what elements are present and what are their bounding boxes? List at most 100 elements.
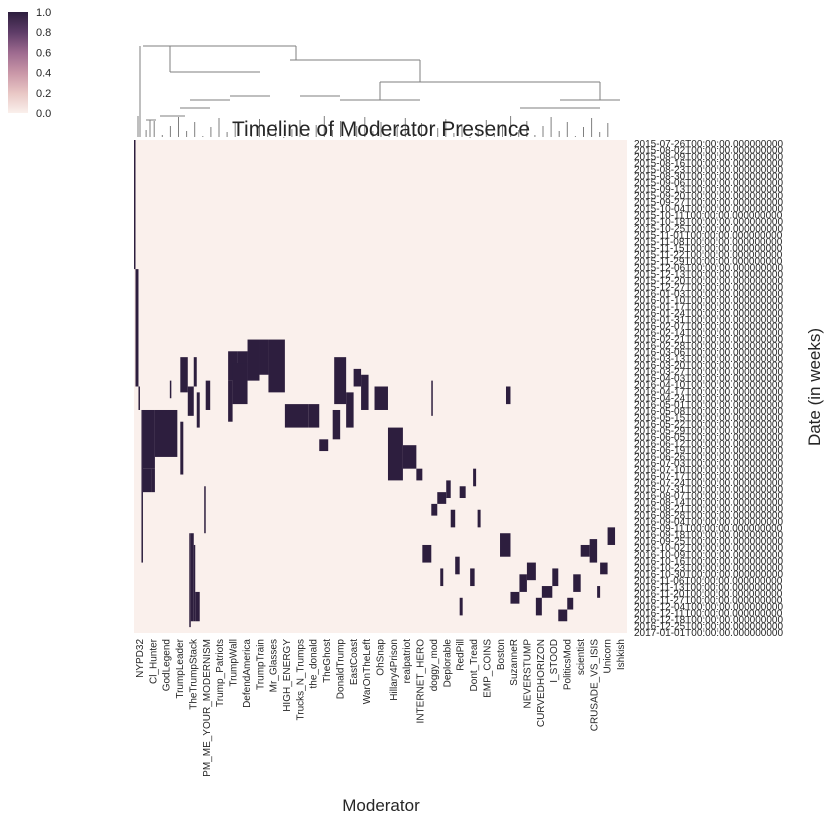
- heatmap-cell: [416, 468, 423, 481]
- heatmap-cell: [180, 421, 184, 475]
- y-tick-label: 2016-07-03T00:00:00.000000000: [634, 459, 783, 470]
- y-tick-label: 2016-09-11T00:00:00.000000000: [634, 524, 783, 535]
- colorbar-tick-label: 1.0: [36, 7, 51, 19]
- y-tick-label: 2016-01-10T00:00:00.000000000: [634, 296, 783, 307]
- heatmap-cell: [437, 492, 447, 504]
- x-tick-label: CURVEDHORIZON: [536, 639, 547, 727]
- x-tick-label: TheGhost: [322, 639, 333, 683]
- y-tick-label: 2016-07-10T00:00:00.000000000: [634, 465, 783, 476]
- y-tick-label: 2016-05-29T00:00:00.000000000: [634, 426, 783, 437]
- y-tick-label: 2015-08-30T00:00:00.000000000: [634, 172, 783, 183]
- y-tick-label: 2016-09-04T00:00:00.000000000: [634, 517, 783, 528]
- heatmap-cell: [526, 562, 536, 581]
- heatmap-cell: [259, 339, 269, 375]
- y-tick-label: 2015-08-23T00:00:00.000000000: [634, 165, 783, 176]
- x-tick-label: TheTrumpStack: [188, 638, 199, 710]
- colorbar-tick-label: 0.2: [36, 88, 51, 100]
- x-tick-label: Hillary4Prison: [389, 639, 400, 701]
- heatmap-cell: [204, 486, 206, 534]
- x-tick-label: PoliticsMod: [563, 639, 574, 690]
- y-tick-label: 2016-01-31T00:00:00.000000000: [634, 315, 783, 326]
- x-tick-labels: NYPD32 Cl_Hunter GodLegend TrumpLeader TheTr…: [135, 638, 627, 777]
- x-tick-label: Deplorable: [442, 639, 453, 688]
- x-tick-label: OhSnap: [376, 639, 387, 676]
- y-tick-label: 2017-01-01T00:00:00.000000000: [634, 628, 783, 639]
- y-tick-label: 2016-06-12T00:00:00.000000000: [634, 439, 783, 450]
- colorbar-ticks: 0.0 0.2 0.4 0.6 0.8 1.0: [36, 7, 51, 120]
- x-tick-label: Dont_Tread: [469, 639, 480, 691]
- heatmap-cells: [134, 140, 616, 628]
- y-tick-label: 2016-01-17T00:00:00.000000000: [634, 302, 783, 313]
- x-tick-label: Mr_Glasses: [269, 639, 280, 692]
- heatmap-cell: [187, 386, 194, 416]
- heatmap-cell: [597, 586, 601, 598]
- x-tick-label: NYPD32: [135, 639, 146, 678]
- heatmap-cell: [138, 386, 140, 410]
- heatmap-cell: [193, 544, 196, 622]
- heatmap-cell: [541, 586, 553, 598]
- y-tick-label: 2016-11-13T00:00:00.000000000: [634, 582, 783, 593]
- heatmap-cell: [558, 609, 568, 622]
- heatmap-cell: [519, 574, 527, 592]
- y-tick-label: 2016-12-18T00:00:00.000000000: [634, 615, 783, 626]
- y-tick-label: 2016-08-28T00:00:00.000000000: [634, 511, 783, 522]
- heatmap-cell: [374, 386, 388, 410]
- x-tick-label: EastCoast: [349, 639, 360, 685]
- x-tick-label: EMP_COINS: [482, 639, 493, 698]
- y-tick-label: 2015-11-22T00:00:00.000000000: [634, 250, 783, 261]
- x-tick-label: SuzanneR: [509, 639, 520, 686]
- heatmap-cell: [440, 568, 444, 587]
- heatmap-cell: [431, 380, 433, 416]
- heatmap-cell: [387, 427, 403, 481]
- x-tick-label: Cl_Hunter: [148, 638, 159, 684]
- y-tick-label: 2016-08-21T00:00:00.000000000: [634, 504, 783, 515]
- y-tick-label: 2016-11-27T00:00:00.000000000: [634, 595, 783, 606]
- heatmap-cell: [477, 509, 481, 528]
- x-tick-label: GodLegend: [162, 639, 173, 691]
- x-tick-label: Ishkish: [616, 639, 627, 670]
- heatmap-cell: [142, 468, 152, 493]
- heatmap-cell: [332, 409, 341, 440]
- heatmap-cell: [431, 503, 438, 516]
- y-tick-label: 2016-08-14T00:00:00.000000000: [634, 498, 783, 509]
- heatmap-cell: [450, 509, 456, 528]
- heatmap: [134, 140, 627, 633]
- heatmap-cell: [154, 409, 178, 457]
- y-tick-label: 2016-02-07T00:00:00.000000000: [634, 322, 783, 333]
- heatmap-cell: [346, 392, 354, 428]
- x-tick-label: Trucks_N_Trumps: [295, 639, 306, 721]
- heatmap-cell: [334, 357, 347, 405]
- heatmap-cell: [169, 380, 172, 399]
- heatmap-cell: [151, 468, 155, 493]
- x-tick-label: HIGH_ENERGY: [282, 639, 293, 712]
- y-tick-label: 2016-07-17T00:00:00.000000000: [634, 472, 783, 483]
- y-tick-label: 2016-10-30T00:00:00.000000000: [634, 569, 783, 580]
- heatmap-cell: [228, 380, 233, 422]
- x-tick-label: DonaldTrump: [335, 639, 346, 700]
- y-tick-label: 2016-02-28T00:00:00.000000000: [634, 341, 783, 352]
- x-tick-label: Boston: [496, 639, 507, 670]
- y-tick-label: 2016-03-06T00:00:00.000000000: [634, 348, 783, 359]
- heatmap-cell: [180, 357, 188, 393]
- y-tick-label: 2016-06-19T00:00:00.000000000: [634, 445, 783, 456]
- y-tick-label: 2016-05-01T00:00:00.000000000: [634, 400, 783, 411]
- x-tick-label: realpatriot: [402, 639, 413, 684]
- y-tick-label: 2016-01-03T00:00:00.000000000: [634, 289, 783, 300]
- x-tick-label: TrumpLeader: [175, 638, 186, 698]
- heatmap-cell: [232, 363, 248, 405]
- y-tick-label: 2015-09-20T00:00:00.000000000: [634, 191, 783, 202]
- heatmap-cell: [600, 562, 608, 575]
- heatmap-cell: [552, 568, 559, 587]
- y-tick-label: 2016-03-13T00:00:00.000000000: [634, 354, 783, 365]
- heatmap-cell: [500, 533, 511, 557]
- y-tick-label: 2016-09-25T00:00:00.000000000: [634, 537, 783, 548]
- y-tick-label: 2015-08-02T00:00:00.000000000: [634, 146, 783, 157]
- y-tick-label: 2016-12-25T00:00:00.000000000: [634, 622, 783, 633]
- y-tick-label: 2016-05-22T00:00:00.000000000: [634, 419, 783, 430]
- y-tick-label: 2016-10-23T00:00:00.000000000: [634, 563, 783, 574]
- x-tick-label: PM_ME_YOUR_MODERNISM: [202, 639, 213, 777]
- y-tick-label: 2016-04-17T00:00:00.000000000: [634, 387, 783, 398]
- heatmap-cell: [134, 140, 136, 270]
- x-tick-label: doggy_mod: [429, 639, 440, 691]
